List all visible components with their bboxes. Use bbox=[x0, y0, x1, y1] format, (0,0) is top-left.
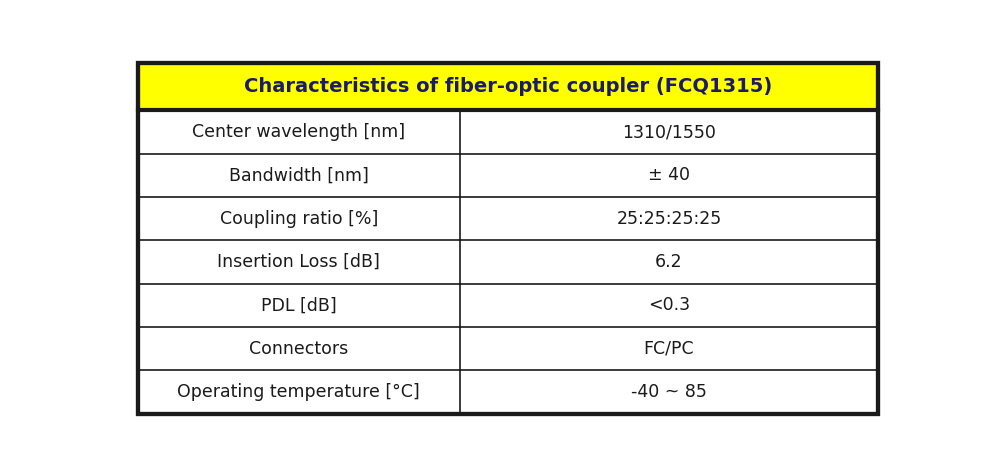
Text: FC/PC: FC/PC bbox=[643, 339, 695, 358]
Bar bbox=[138, 197, 878, 240]
Text: 1310/1550: 1310/1550 bbox=[622, 123, 716, 141]
Bar bbox=[138, 154, 878, 197]
Text: Insertion Loss [dB]: Insertion Loss [dB] bbox=[217, 253, 381, 271]
Text: <0.3: <0.3 bbox=[648, 296, 690, 314]
Bar bbox=[138, 327, 878, 370]
Text: 25:25:25:25: 25:25:25:25 bbox=[616, 210, 721, 228]
Text: Connectors: Connectors bbox=[249, 339, 349, 358]
Text: Operating temperature [°C]: Operating temperature [°C] bbox=[177, 383, 420, 401]
Bar bbox=[138, 284, 878, 327]
Text: ± 40: ± 40 bbox=[648, 167, 690, 185]
Text: -40 ~ 85: -40 ~ 85 bbox=[631, 383, 707, 401]
Text: Coupling ratio [%]: Coupling ratio [%] bbox=[220, 210, 378, 228]
Bar bbox=[138, 240, 878, 284]
Text: Bandwidth [nm]: Bandwidth [nm] bbox=[229, 167, 369, 185]
Bar bbox=[138, 63, 878, 110]
Text: Characteristics of fiber-optic coupler (FCQ1315): Characteristics of fiber-optic coupler (… bbox=[244, 77, 772, 96]
Text: 6.2: 6.2 bbox=[655, 253, 683, 271]
Text: PDL [dB]: PDL [dB] bbox=[261, 296, 337, 314]
Text: Center wavelength [nm]: Center wavelength [nm] bbox=[192, 123, 405, 141]
Bar bbox=[138, 110, 878, 154]
Bar bbox=[138, 370, 878, 413]
